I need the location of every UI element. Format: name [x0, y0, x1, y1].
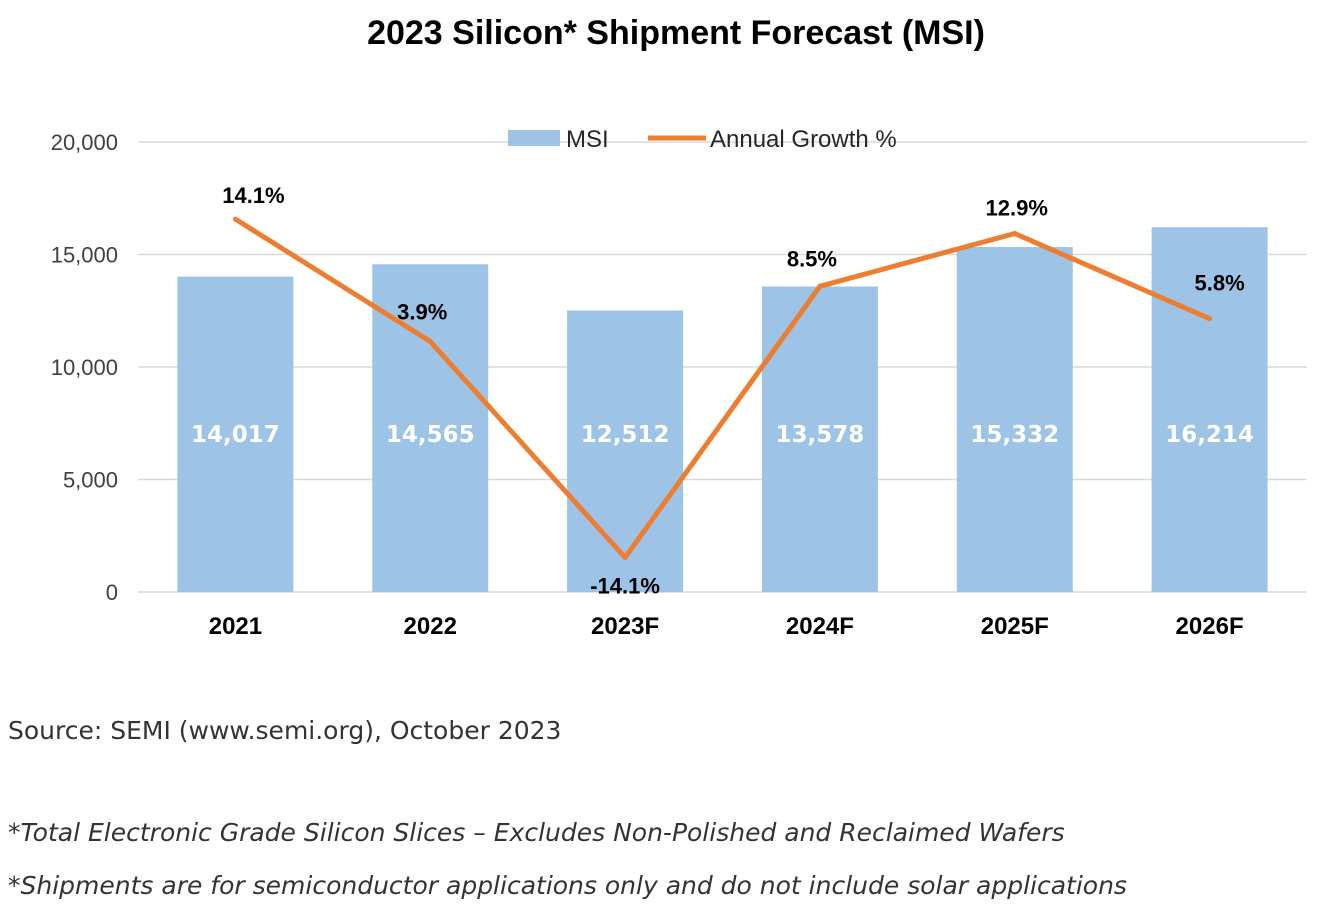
- x-category-label: 2022: [404, 613, 457, 640]
- bar-value-label: 13,578: [776, 422, 865, 448]
- bar: [956, 247, 1073, 592]
- bar-value-label: 15,332: [970, 422, 1059, 448]
- chart-area: 0 5,000 10,000 15,000 20,000 14,017 14,565 12,…: [51, 126, 1307, 640]
- footnote-2: *Shipments are for semiconductor applica…: [8, 871, 1127, 900]
- growth-label: 8.5%: [787, 246, 837, 271]
- y-tick-label: 5,000: [63, 468, 118, 493]
- bar: [1151, 227, 1268, 592]
- growth-point: [622, 555, 628, 560]
- x-axis: 2021 2022 2023F 2024F 2025F 2026F: [209, 613, 1244, 640]
- growth-point: [817, 283, 823, 289]
- bar-value-label: 14,017: [191, 422, 280, 448]
- bar-value-label: 14,565: [386, 422, 475, 448]
- y-axis: 0 5,000 10,000 15,000 20,000: [51, 130, 118, 605]
- bar-value-label: 12,512: [581, 422, 670, 448]
- chart-title: 2023 Silicon* Shipment Forecast (MSI): [367, 14, 985, 52]
- gridlines: [138, 141, 1307, 593]
- legend: MSI Annual Growth %: [508, 126, 897, 153]
- bar: [567, 310, 684, 592]
- growth-label: 14.1%: [222, 183, 284, 208]
- x-category-label: 2021: [209, 613, 262, 640]
- growth-line: [234, 216, 1211, 560]
- legend-label-growth: Annual Growth %: [710, 126, 897, 153]
- x-category-label: 2026F: [1176, 613, 1244, 640]
- bar-value-label: 16,214: [1165, 422, 1254, 448]
- growth-point: [232, 216, 238, 222]
- y-tick-label: 15,000: [51, 243, 118, 268]
- growth-point: [1207, 316, 1213, 322]
- x-category-label: 2025F: [981, 613, 1049, 640]
- legend-swatch-msi: [508, 130, 560, 146]
- bar: [177, 276, 294, 592]
- footnote-1: *Total Electronic Grade Silicon Slices –…: [8, 818, 1065, 847]
- growth-label: 12.9%: [986, 196, 1048, 221]
- x-category-label: 2023F: [591, 613, 659, 640]
- source-note: Source: SEMI (www.semi.org), October 202…: [8, 716, 562, 745]
- growth-point: [1012, 231, 1018, 236]
- growth-label: -14.1%: [590, 574, 660, 599]
- growth-point: [427, 339, 433, 344]
- y-tick-label: 0: [106, 580, 118, 605]
- y-tick-label: 20,000: [51, 130, 118, 155]
- y-tick-label: 10,000: [51, 355, 118, 380]
- growth-label: 5.8%: [1195, 271, 1245, 296]
- bars: 14,017 14,565 12,512 13,578 15,332 16,214: [177, 227, 1268, 592]
- growth-label: 3.9%: [397, 300, 447, 325]
- growth-line-layer: 14.1% 3.9% -14.1% 8.5% 12.9% 5.8%: [222, 183, 1244, 598]
- x-category-label: 2024F: [786, 613, 854, 640]
- legend-label-msi: MSI: [566, 126, 609, 153]
